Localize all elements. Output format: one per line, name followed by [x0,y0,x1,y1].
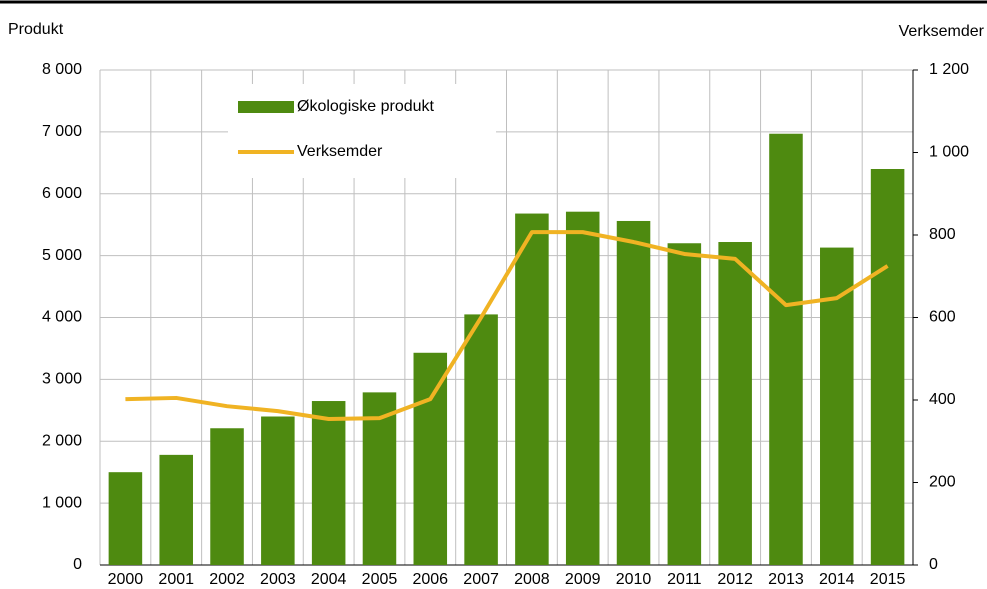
y-tick-label: 4 000 [42,309,82,326]
x-tick-label: 2008 [514,571,550,588]
bar [565,211,600,565]
y-tick-label: 5 000 [42,247,82,264]
y-axis-title: Produkt [8,21,64,38]
bar [413,352,448,565]
bar [108,472,143,565]
x-tick-label: 2002 [209,571,245,588]
bar [667,243,702,565]
bar [261,416,295,565]
y2-tick-label: 600 [929,309,956,326]
x-tick-label: 2015 [870,571,906,588]
bar [718,242,752,565]
y2-tick-label: 1 000 [929,144,969,161]
legend-label: Verksemder [297,143,383,160]
x-tick-label: 2000 [108,571,144,588]
y2-tick-label: 200 [929,474,956,491]
bar [820,247,854,566]
y2-tick-label: 400 [929,391,956,408]
bar [464,314,498,565]
x-tick-label: 2004 [311,571,347,588]
x-tick-label: 2003 [260,571,296,588]
legend-swatch [238,101,294,113]
y-tick-label: 1 000 [42,494,82,511]
legend-label: Økologiske produkt [297,98,435,115]
y-tick-label: 3 000 [42,371,82,388]
y2-tick-label: 0 [929,556,938,573]
bar [616,220,651,565]
legend-box [228,84,496,178]
x-tick-label: 2013 [768,571,804,588]
bar [769,133,803,565]
y-tick-label: 8 000 [42,61,82,78]
y-tick-label: 0 [73,556,82,573]
bar [311,401,346,565]
x-tick-label: 2011 [667,571,702,588]
bar [159,454,193,565]
x-tick-label: 2001 [158,571,194,588]
bar [515,213,549,566]
y-tick-label: 7 000 [42,123,82,140]
bar [210,428,244,565]
line [125,230,889,421]
y-tick-label: 2 000 [42,432,82,449]
y-tick-label: 6 000 [42,185,82,202]
x-tick-label: 2010 [616,571,652,588]
x-tick-label: 2012 [717,571,753,588]
bar [362,392,397,565]
y2-tick-label: 800 [929,226,956,243]
x-tick-label: 2009 [565,571,601,588]
x-tick-label: 2014 [819,571,855,588]
y2-axis-title: Verksemder [899,23,985,40]
x-tick-label: 2005 [362,571,398,588]
x-tick-label: 2007 [463,571,499,588]
y2-tick-label: 1 200 [929,61,969,78]
x-tick-label: 2006 [412,571,448,588]
bar [870,169,905,565]
